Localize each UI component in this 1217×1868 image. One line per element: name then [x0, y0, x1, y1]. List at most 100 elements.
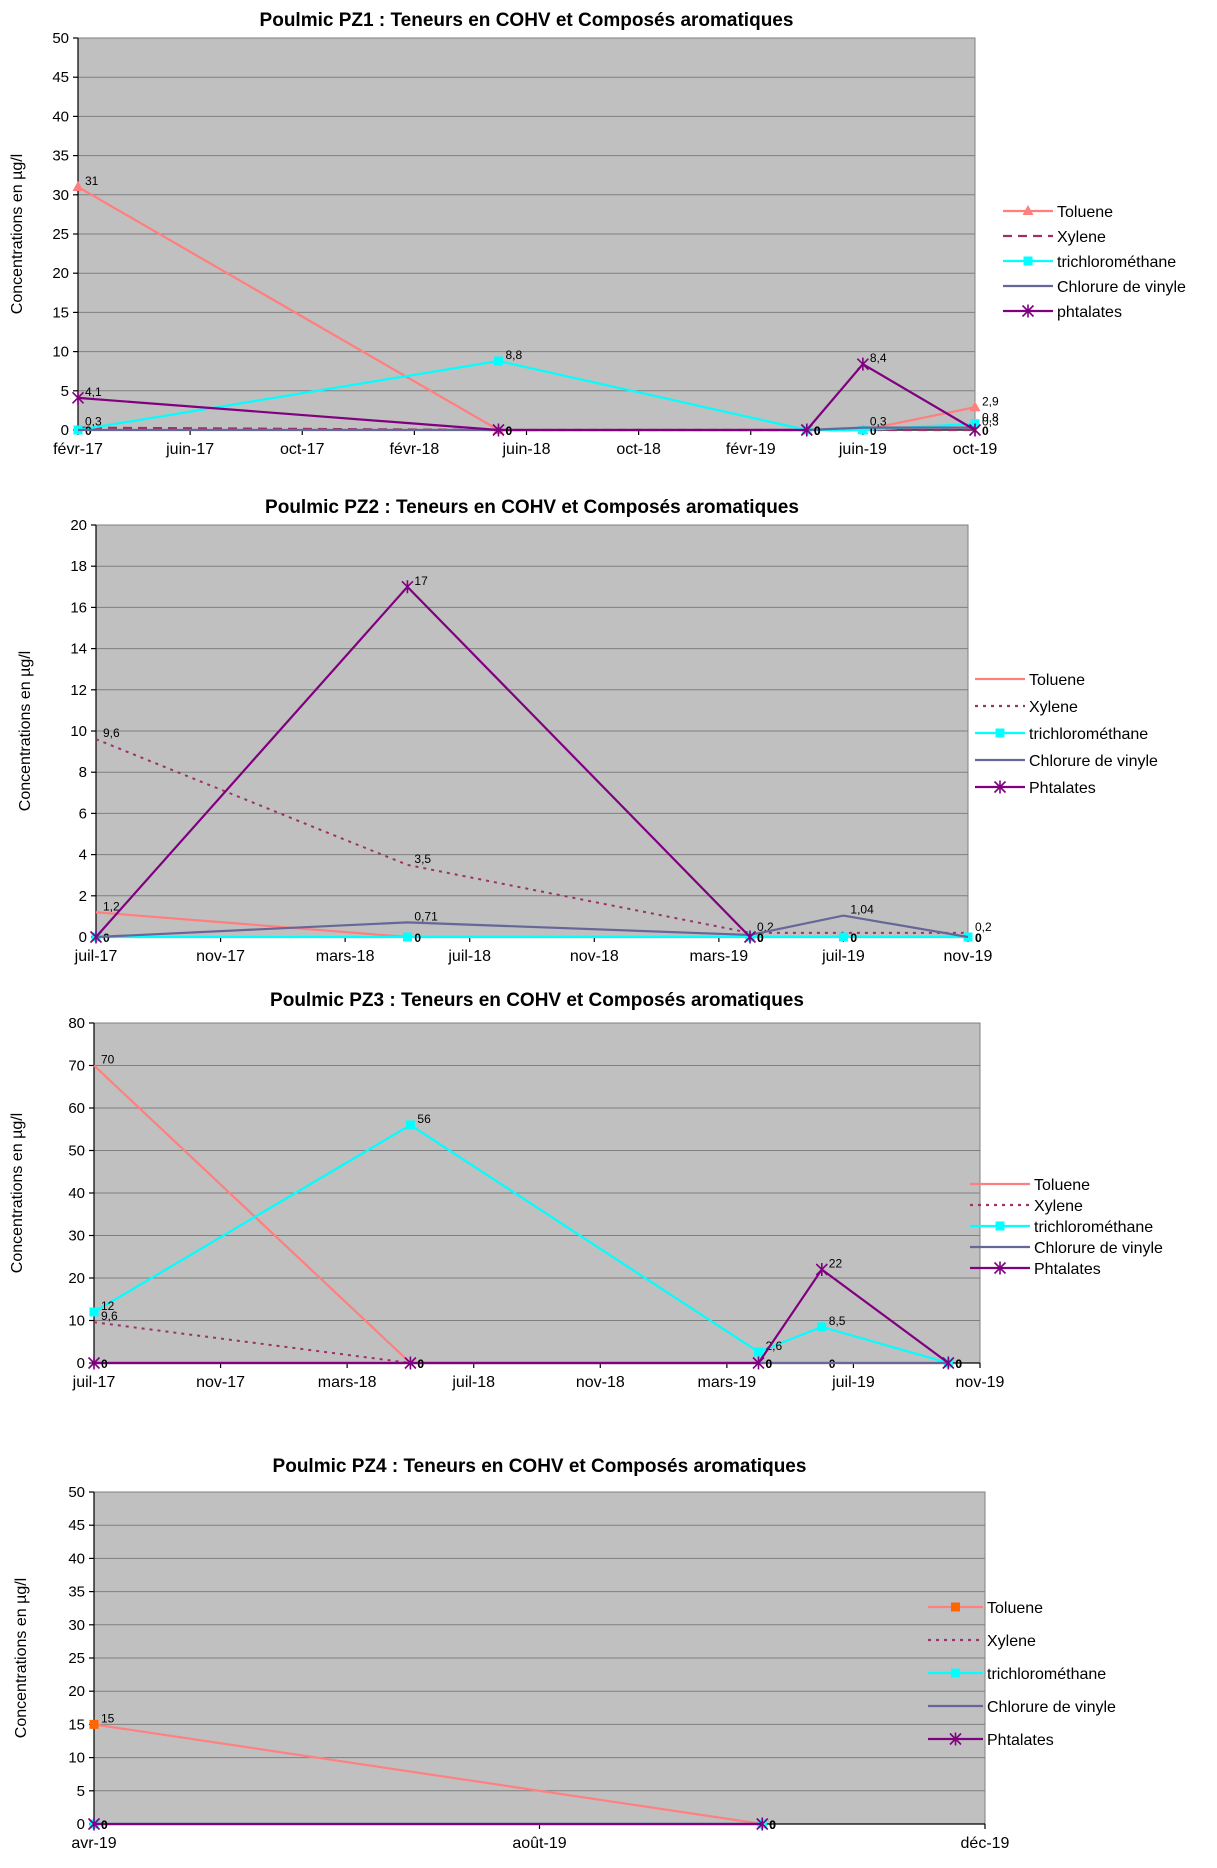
y-axis-label: Concentrations en µg/l: [9, 1113, 26, 1273]
legend: Toluene Xylene trichlorométhane Chlorure de…: [928, 1600, 1116, 1749]
data-label: 0: [814, 424, 821, 438]
data-label: 8,8: [505, 348, 522, 362]
data-label: 0: [769, 1818, 776, 1832]
x-tick-label: nov-19: [944, 948, 993, 965]
data-label: 0: [814, 424, 821, 438]
y-tick-label: 40: [68, 1550, 85, 1567]
y-tick-label: 0: [77, 1816, 85, 1833]
legend-label: trichlorométhane: [1034, 1219, 1153, 1236]
y-tick-label: 10: [70, 723, 87, 740]
legend-marker: [1023, 256, 1033, 266]
y-tick-label: 5: [77, 1783, 85, 1800]
data-label: 0: [505, 424, 512, 438]
legend-label: trichlorométhane: [987, 1666, 1106, 1683]
y-tick-label: 80: [68, 1015, 85, 1032]
data-label: 0: [101, 1357, 108, 1371]
y-tick-label: 50: [52, 30, 69, 47]
series-phtalates: 4,1 0 0 8,4 0: [71, 351, 989, 438]
x-tick-label: nov-17: [196, 1374, 245, 1391]
data-point: [401, 580, 414, 594]
legend-label: Phtalates: [987, 1732, 1054, 1749]
chart-title: Poulmic PZ1 : Teneurs en COHV et Composé…: [260, 10, 794, 31]
data-label: 17: [414, 574, 428, 588]
y-tick-label: 40: [52, 108, 69, 125]
x-tick-label: oct-17: [280, 441, 325, 458]
legend-label: Phtalates: [1029, 780, 1096, 797]
y-tick-label: 16: [70, 599, 87, 616]
y-tick-label: 45: [68, 1517, 85, 1534]
data-label: 0: [101, 1818, 108, 1832]
data-label: 0: [417, 1357, 424, 1371]
data-point: [969, 401, 981, 412]
x-tick-label: juil-17: [74, 948, 118, 965]
data-point: [87, 1356, 101, 1370]
legend-marker: [993, 1261, 1007, 1275]
y-tick-label: 50: [68, 1143, 85, 1160]
legend: Toluene Xylene trichlorométhane Chlorure de…: [1003, 204, 1186, 321]
x-tick-label: mars-18: [316, 948, 375, 965]
legend-marker: [1021, 304, 1035, 318]
data-point: [404, 1356, 417, 1370]
legend-label: Xylene: [1034, 1198, 1083, 1215]
y-tick-label: 18: [70, 558, 87, 575]
y-tick-label: 35: [68, 1584, 85, 1601]
data-label: 2,9: [982, 394, 999, 408]
data-label: 0,2: [975, 920, 992, 934]
y-tick-label: 30: [52, 187, 69, 204]
data-label: 9,6: [103, 726, 120, 740]
legend-marker: [995, 728, 1005, 738]
y-axis-label: Concentrations en µg/l: [13, 1578, 30, 1738]
legend-label: Toluene: [1029, 672, 1085, 689]
x-tick-label: juin-18: [501, 441, 550, 458]
chart-pz1: Poulmic PZ1 : Teneurs en COHV et Composé…: [9, 10, 1186, 458]
y-axis-label: Concentrations en µg/l: [17, 651, 34, 811]
chart-title: Poulmic PZ4 : Teneurs en COHV et Composé…: [273, 1456, 807, 1477]
y-tick-label: 0: [79, 929, 87, 946]
x-tick-label: juil-17: [72, 1374, 116, 1391]
x-tick-label: août-19: [512, 1835, 566, 1852]
legend-label: Chlorure de vinyle: [1057, 279, 1186, 296]
y-tick-label: 10: [52, 344, 69, 361]
data-point: [756, 1817, 769, 1831]
y-tick-label: 40: [68, 1185, 85, 1202]
legend-label: Toluene: [987, 1600, 1043, 1617]
y-tick-label: 60: [68, 1100, 85, 1117]
legend-label: Xylene: [1029, 699, 1078, 716]
data-label: 12: [101, 1299, 115, 1313]
y-tick-label: 25: [52, 226, 69, 243]
data-label: 1,2: [103, 899, 120, 913]
y-tick-label: 2: [79, 888, 87, 905]
series-line: [93, 1723, 763, 1826]
x-tick-label: mars-19: [690, 948, 749, 965]
data-label: 0: [955, 1357, 962, 1371]
y-tick-label: 30: [68, 1617, 85, 1634]
data-label: 15: [101, 1711, 115, 1725]
data-label: 0,3: [85, 415, 102, 429]
y-axis-label: Concentrations en µg/l: [9, 154, 26, 314]
data-point: [89, 1719, 99, 1729]
x-tick-label: févr-19: [726, 441, 776, 458]
x-tick-label: juin-19: [838, 441, 887, 458]
legend-label: trichlorométhane: [1029, 726, 1148, 743]
data-label: 0: [975, 931, 982, 945]
data-point: [754, 1347, 763, 1357]
data-label: 0: [769, 1818, 776, 1832]
chart-pz4: Poulmic PZ4 : Teneurs en COHV et Composé…: [13, 1456, 1116, 1852]
x-tick-label: oct-18: [616, 441, 661, 458]
y-tick-label: 4: [79, 847, 87, 864]
data-point: [743, 930, 757, 944]
data-point: [800, 423, 813, 437]
x-tick-label: avr-19: [71, 1835, 116, 1852]
legend-marker: [951, 1602, 960, 1612]
data-point: [492, 423, 505, 437]
data-point: [87, 1817, 101, 1831]
x-tick-label: nov-18: [570, 948, 619, 965]
data-label: 2,6: [766, 1339, 783, 1353]
legend-marker: [993, 780, 1007, 794]
x-tick-label: nov-19: [956, 1374, 1005, 1391]
x-tick-label: déc-19: [961, 1835, 1010, 1852]
y-tick-label: 12: [70, 682, 87, 699]
legend-label: Chlorure de vinyle: [987, 1699, 1116, 1716]
data-label: 0: [414, 931, 421, 945]
